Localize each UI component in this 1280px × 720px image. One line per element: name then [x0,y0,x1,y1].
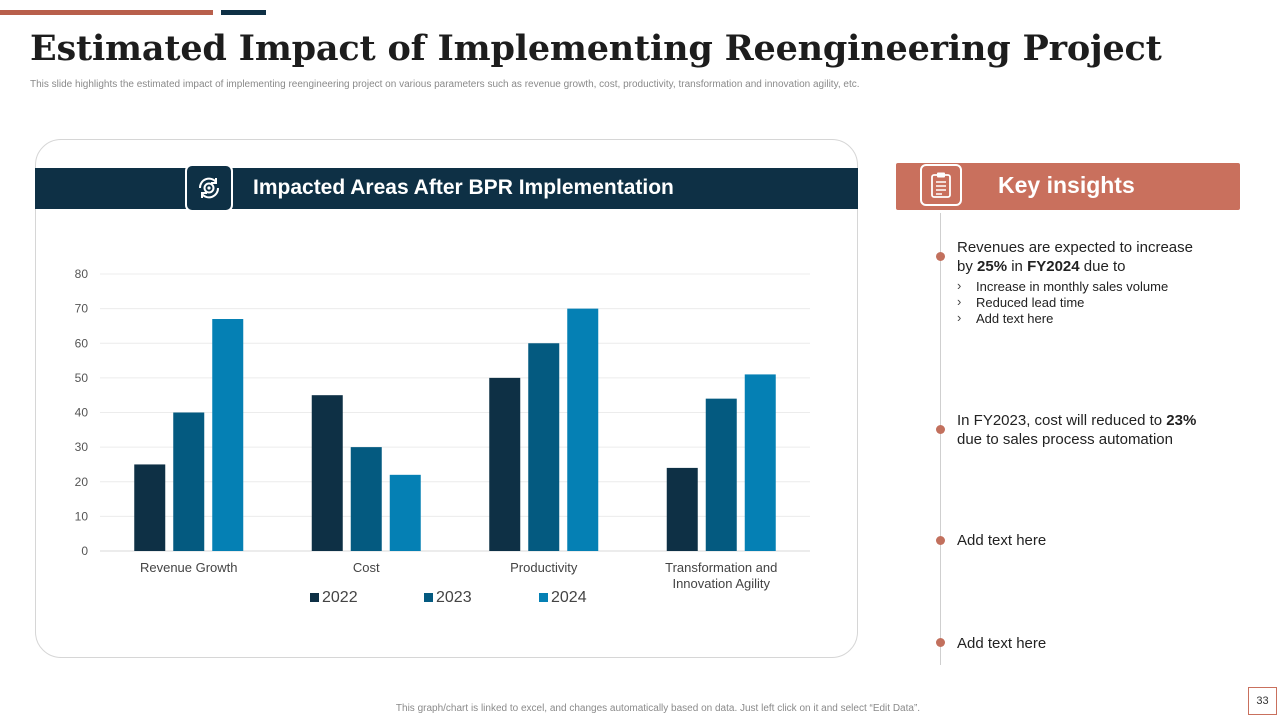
timeline-dot [936,638,945,647]
slide-subtitle: This slide highlights the estimated impa… [30,79,860,90]
chart-banner [35,168,858,209]
page-number: 33 [1248,687,1277,715]
bar-2023-3 [705,398,737,551]
timeline-dot [936,252,945,261]
insight-1-bullets: Increase in monthly sales volume Reduced… [957,278,1202,327]
insights-title: Key insights [998,172,1135,198]
slide-title: Estimated Impact of Implementing Reengin… [30,28,1162,69]
y-tick-label: 10 [75,509,89,523]
y-tick-label: 70 [75,302,89,316]
insight-item-2: In FY2023, cost will reduced to 23% due … [957,412,1197,448]
insight-item-1: Revenues are expected to increase by 25%… [957,238,1202,327]
bar-2022-3 [666,467,698,551]
legend-swatch-2023 [424,593,433,602]
insight-item-4: Add text here [957,635,1047,652]
legend-swatch-2022 [310,593,319,602]
x-category-label: Transformation and [665,560,777,575]
bar-2023-1 [350,447,382,551]
timeline-dot [936,425,945,434]
insights-timeline [940,213,941,665]
insight-1-fy: FY2024 [1027,258,1080,275]
x-category-label: Innovation Agility [672,576,770,591]
chart-panel-title: Impacted Areas After BPR Implementation [253,176,674,199]
x-category-label: Productivity [510,560,578,575]
bar-2024-2 [567,308,599,551]
list-item: Increase in monthly sales volume [957,278,1202,295]
list-item: Add text here [957,310,1202,327]
y-tick-label: 0 [81,544,88,558]
y-tick-label: 80 [75,267,89,281]
y-tick-label: 30 [75,440,89,454]
bar-2023-2 [528,343,560,551]
legend-label-2023: 2023 [436,589,472,606]
x-category-label: Cost [353,560,380,575]
bar-2022-2 [489,377,521,551]
legend-swatch-2024 [539,593,548,602]
insight-1-text: Revenues are expected to increase by 25%… [957,239,1193,275]
gear-cycle-icon [185,164,233,212]
y-tick-label: 50 [75,371,89,385]
insight-item-3: Add text here [957,532,1047,549]
y-tick-label: 60 [75,336,89,350]
bar-2022-0 [134,464,166,551]
bar-chart: 0 10 20 30 40 50 60 70 80 Revenue Growth Cost Produ… [75,267,810,606]
bar-2023-0 [173,412,205,551]
bar-2022-1 [311,395,343,551]
insight-1-percent: 25% [977,258,1008,275]
legend-label-2022: 2022 [322,589,358,606]
clipboard-icon [920,164,962,206]
bar-2024-3 [744,374,776,551]
y-tick-label: 20 [75,475,89,489]
insight-2-percent: 23% [1166,412,1197,429]
chart-card [35,139,858,658]
y-tick-label: 40 [75,406,89,420]
bar-2024-0 [212,319,244,551]
bar-2024-1 [389,474,421,551]
footer-note: This graph/chart is linked to excel, and… [395,703,921,714]
list-item: Reduced lead time [957,294,1202,311]
top-accent-bar-red [0,10,213,15]
top-accent-bar-navy [221,10,266,15]
timeline-dot [936,536,945,545]
x-category-label: Revenue Growth [140,560,238,575]
legend-label-2024: 2024 [551,589,587,606]
